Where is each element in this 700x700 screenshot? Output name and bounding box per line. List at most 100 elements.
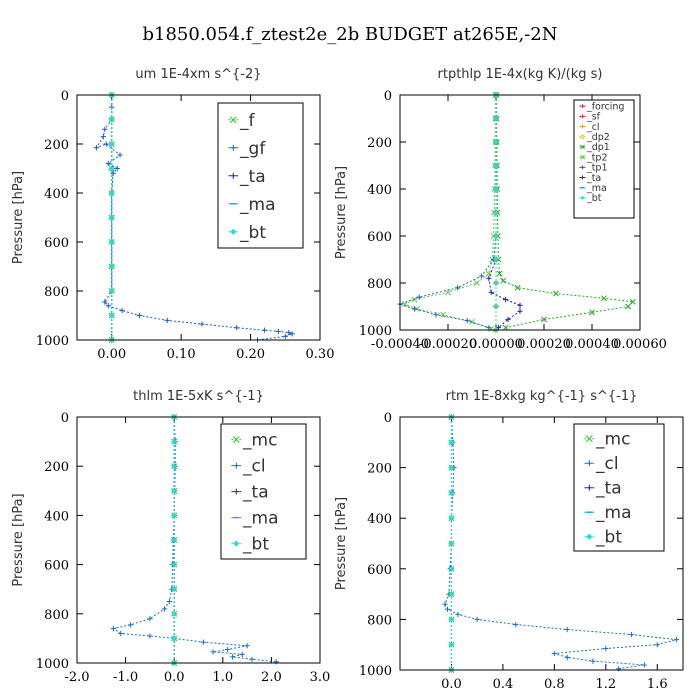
data-point [102,126,108,132]
legend: _forcing_sf_cl_dp2_dp1_tp2_tp1_ta_ma_bt [573,99,635,219]
data-point [230,144,237,151]
x-tick-label: 0.00000 [469,337,523,352]
legend-label: _cl [242,457,266,477]
legend-label: _dp1 [586,142,610,153]
legend-label: _ma [242,509,278,529]
data-point [551,650,557,657]
data-point [199,321,205,327]
y-tick-label: 200 [367,462,392,477]
panel-rtm: rtm 1E-8xkg kg^{-1} s^{-1} Pressure [hPa]… [334,389,684,692]
series-line [112,416,277,663]
data-point [445,289,451,296]
data-point [109,288,115,294]
data-point [210,649,216,655]
y-tick-label: 400 [367,183,392,198]
data-point [586,533,593,540]
data-point [171,463,177,469]
data-point [448,591,455,597]
y-tick-label: 1000 [36,334,69,349]
series-line [403,95,497,330]
legend-label: _sf [586,112,601,123]
data-point [234,325,240,331]
data-point [230,228,237,235]
data-point [493,233,499,239]
x-tick-label: 0.00 [97,347,126,362]
data-point [603,645,609,652]
data-point [502,324,509,331]
data-point [654,642,660,648]
data-point [493,115,499,122]
data-point [109,165,115,172]
data-point [232,436,240,444]
data-point [580,134,585,139]
data-point [109,141,115,147]
data-point [401,301,408,308]
legend-label: _bt [239,223,266,243]
x-tick-label: 0.00040 [565,337,619,352]
x-tick-label: 0.4 [493,677,514,692]
legend: _f _gf _ta _ma _bt [217,102,304,249]
data-point [416,294,422,300]
plot-frame [76,94,321,341]
data-point [171,488,177,494]
data-point [553,290,559,297]
data-point [479,273,485,279]
data-point [239,651,245,657]
series-tp1 [397,92,499,331]
data-point [102,299,108,305]
data-point [493,256,499,263]
data-point [641,662,648,668]
data-point [580,154,585,160]
series-tp2 [401,92,499,332]
data-point [580,195,585,200]
legend-label: _ta [242,483,269,503]
data-point [114,165,120,172]
data-point [496,270,503,277]
data-point [433,312,439,318]
legend-label: _ta [595,479,622,499]
data-point [171,537,177,543]
y-axis-label: Pressure [hPa] [334,497,349,590]
legend: _mc _cl _ta _ma _bt [220,423,307,560]
x-tick-label: -0.00040 [371,337,429,352]
data-point [442,601,448,607]
y-tick-label: 600 [44,559,69,574]
data-point [100,134,106,140]
y-tick-label: 800 [367,613,392,628]
data-point [233,540,240,547]
series-ta [486,92,523,331]
plot-frame [76,416,321,664]
legend-label: _ta [586,173,601,184]
legend-label: _tp1 [586,163,608,174]
series-bt [493,92,499,333]
data-point [105,161,111,167]
x-tick-label: 0.00060 [613,337,667,352]
data-point [127,622,134,628]
data-point [230,172,237,179]
series-bt [109,92,115,343]
data-point [505,316,511,323]
data-point [564,654,570,660]
x-tick-label: 3.0 [310,670,331,685]
legend-label: _bt [586,193,602,204]
data-point [109,214,115,221]
panel-title: um 1E-4xm s^{-2} [135,67,261,82]
y-tick-label: 0 [61,411,69,426]
data-point [171,635,177,641]
y-tick-label: 200 [44,138,69,153]
x-tick-label: 1.6 [647,677,668,692]
data-point [493,162,499,169]
y-tick-label: 600 [44,236,69,251]
x-tick-label: 0.0 [441,677,462,692]
data-point [493,186,499,192]
data-point [464,318,470,324]
data-point [486,275,492,281]
data-point [585,435,593,443]
plot-frame [399,416,684,671]
data-point [517,308,523,314]
data-point [117,152,123,158]
data-point [513,621,519,628]
data-point [109,190,115,196]
y-tick-label: 0 [384,89,392,104]
data-point [589,309,595,316]
